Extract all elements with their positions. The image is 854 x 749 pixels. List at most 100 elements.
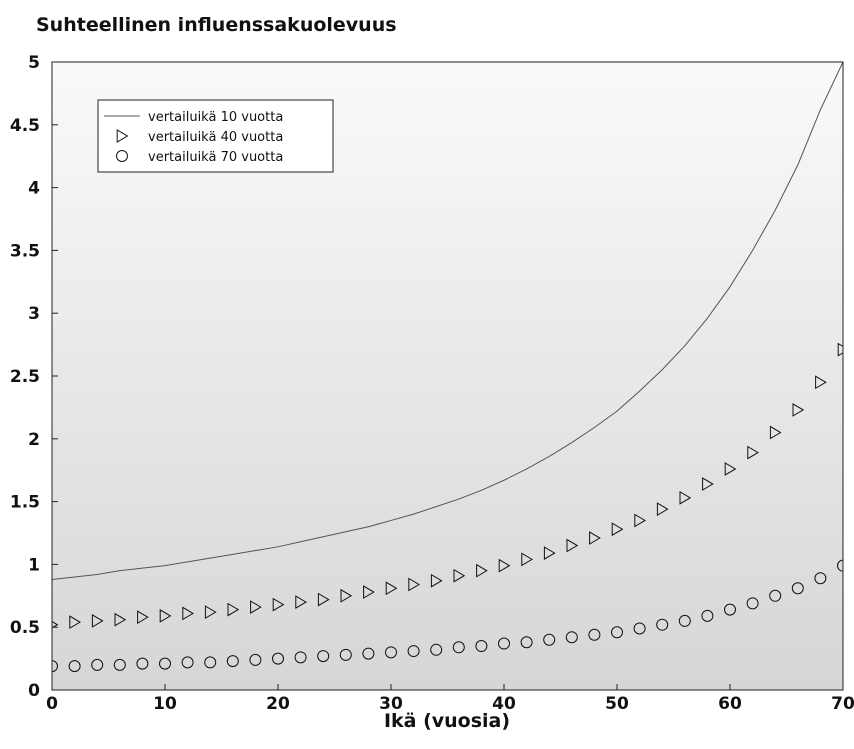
data-point-circle <box>746 597 759 610</box>
data-point-triangle <box>385 581 398 596</box>
legend-triangle <box>116 129 129 143</box>
data-point-triangle <box>453 568 466 583</box>
y-tick-label: 0.5 <box>10 618 40 638</box>
data-point-circle <box>520 636 533 649</box>
x-axis: 0 10 20 30 40 50 60 70 <box>46 684 854 714</box>
chart-title: Suhteellinen influenssakuolevuus <box>36 14 397 36</box>
series-layer <box>52 62 843 673</box>
data-point-circle <box>362 647 375 660</box>
data-point-circle <box>52 660 58 673</box>
data-point-triangle <box>91 614 104 628</box>
data-point-triangle <box>114 612 127 627</box>
y-axis: 0 0.5 1 1.5 2 2.5 3 3.5 4 4.5 5 <box>10 53 58 701</box>
data-point-circle <box>339 648 352 661</box>
data-point-circle <box>204 656 217 669</box>
data-point-circle <box>475 640 488 653</box>
data-point-circle <box>588 628 601 641</box>
data-point-triangle <box>679 490 692 505</box>
data-point-circle <box>272 652 284 665</box>
data-point-circle <box>565 631 578 644</box>
legend-symbol <box>116 150 128 162</box>
data-point-triangle <box>430 573 443 588</box>
data-point-triangle <box>340 588 353 603</box>
legend-label: vertailuikä 70 vuotta <box>148 150 283 165</box>
data-point-circle <box>543 633 556 646</box>
data-point-triangle <box>837 342 843 357</box>
data-point-triangle <box>204 605 217 620</box>
series-line <box>52 62 843 580</box>
x-axis-label: Ikä (vuosia) <box>384 710 510 732</box>
data-point-triangle <box>724 462 737 476</box>
x-tick-label: 10 <box>153 694 177 714</box>
data-point-triangle <box>769 425 782 440</box>
data-point-circle <box>113 658 126 671</box>
x-tick-label: 20 <box>266 694 290 714</box>
data-point-circle <box>385 646 397 659</box>
y-tick-label: 4 <box>28 179 40 199</box>
y-tick-label: 2.5 <box>10 367 40 387</box>
data-point-triangle <box>566 538 579 553</box>
data-point-circle <box>498 637 510 650</box>
data-point-circle <box>814 572 827 585</box>
data-point-triangle <box>137 610 149 625</box>
data-point-triangle <box>747 445 759 460</box>
data-point-circle <box>91 658 104 671</box>
data-point-circle <box>769 589 782 602</box>
data-point-triangle <box>589 531 601 545</box>
data-point-triangle <box>656 502 669 517</box>
data-point-circle <box>611 626 623 639</box>
data-point-triangle <box>815 375 827 390</box>
series-3 <box>52 559 843 673</box>
legend-symbol <box>116 129 129 143</box>
data-point-triangle <box>702 477 714 491</box>
data-point-circle <box>430 643 443 656</box>
legend-box <box>97 99 334 173</box>
data-point-circle <box>317 650 330 663</box>
series-1 <box>52 62 843 580</box>
data-point-circle <box>452 641 465 654</box>
data-point-triangle <box>159 609 172 623</box>
data-point-circle <box>294 651 307 664</box>
x-tick-label: 50 <box>605 694 629 714</box>
x-tick-label: 0 <box>46 694 58 714</box>
y-tick-label: 0 <box>28 681 40 701</box>
data-point-triangle <box>363 585 375 599</box>
data-point-circle <box>701 609 714 622</box>
x-tick-label: 40 <box>492 694 516 714</box>
series-2 <box>52 342 843 630</box>
data-point-circle <box>407 645 420 658</box>
data-point-triangle <box>611 522 624 537</box>
data-point-circle <box>837 559 843 572</box>
y-tick-label: 2 <box>28 430 40 450</box>
x-tick-label: 30 <box>379 694 403 714</box>
x-tick-label: 70 <box>831 694 854 714</box>
data-point-triangle <box>272 597 285 612</box>
y-tick-label: 1.5 <box>10 493 40 513</box>
data-point-circle <box>633 622 646 635</box>
data-point-circle <box>68 660 81 673</box>
data-point-circle <box>226 655 239 668</box>
data-point-triangle <box>295 595 307 609</box>
legend-label: vertailuikä 40 vuotta <box>148 130 283 145</box>
data-point-triangle <box>227 602 240 617</box>
data-point-triangle <box>498 558 511 573</box>
y-tick-label: 4.5 <box>10 116 40 136</box>
y-tick-label: 3.5 <box>10 241 40 261</box>
data-point-triangle <box>250 600 262 614</box>
legend: vertailuikä 10 vuotta vertailuikä 40 vuot… <box>97 99 334 173</box>
legend-label: vertailuikä 10 vuotta <box>148 110 283 125</box>
data-point-circle <box>136 657 149 670</box>
data-point-triangle <box>792 403 805 417</box>
data-point-triangle <box>521 552 533 567</box>
data-point-circle <box>159 657 171 670</box>
y-tick-label: 1 <box>28 555 40 575</box>
data-point-circle <box>249 653 262 666</box>
data-point-circle <box>656 618 669 631</box>
data-point-circle <box>181 656 194 669</box>
x-tick-label: 60 <box>718 694 742 714</box>
data-point-circle <box>678 614 691 627</box>
legend-circle <box>116 150 128 162</box>
data-point-triangle <box>317 592 330 607</box>
data-point-triangle <box>69 615 81 630</box>
